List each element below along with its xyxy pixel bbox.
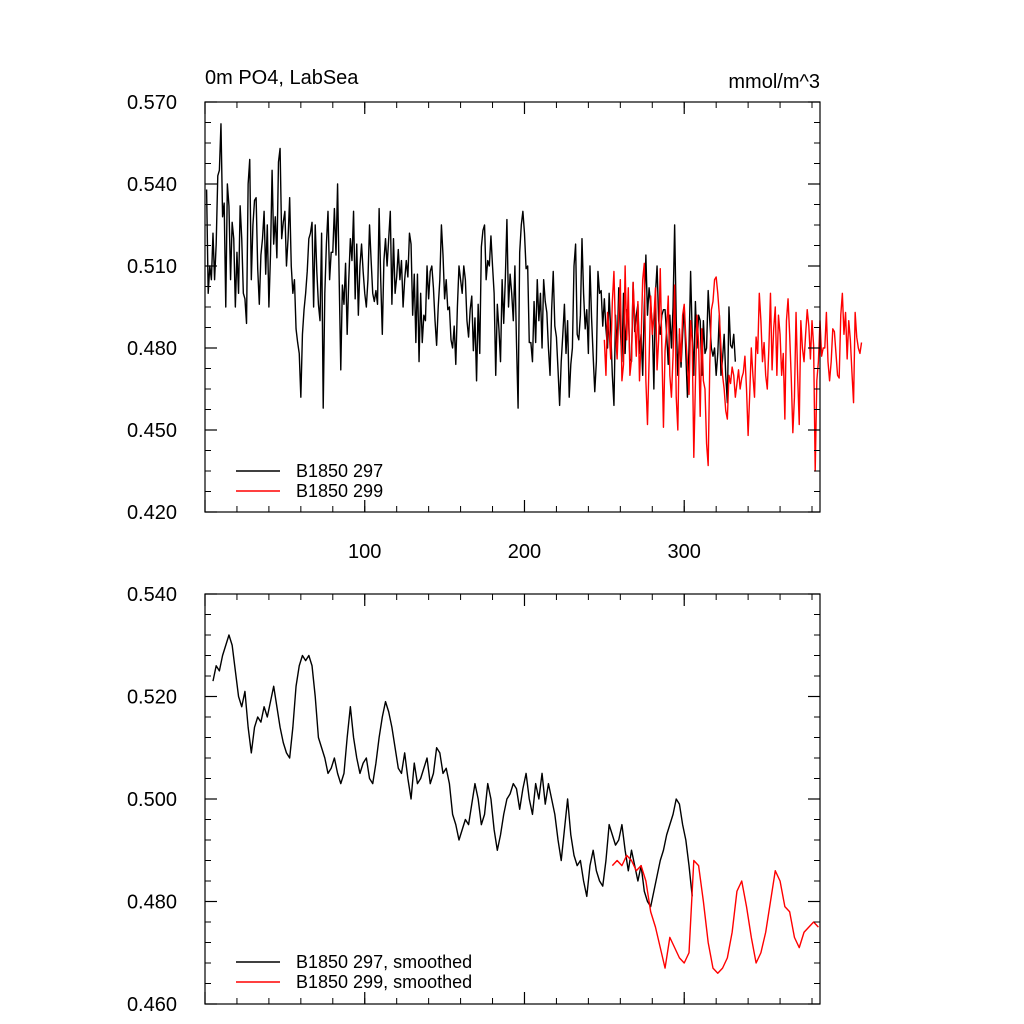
bottom-legend: B1850 297, smoothed B1850 299, smoothed (236, 952, 472, 992)
y-tick-label: 0.420 (127, 502, 177, 524)
bottom-chart-panel: 0.540 0.520 0.500 0.480 0.460 B1850 297, smo… (127, 584, 821, 1016)
chart-title: 0m PO4, LabSea (205, 67, 359, 89)
legend-label-b1850-297-smoothed: B1850 297, smoothed (296, 952, 472, 972)
top-axis-ticks: 0.570 0.540 0.510 0.480 0.450 0.420 100 200 300 (127, 92, 820, 563)
series-line-1 (212, 634, 693, 908)
y-tick-label: 0.540 (127, 584, 177, 606)
bottom-axis-ticks: 0.540 0.520 0.500 0.480 0.460 (127, 584, 820, 1016)
x-tick-label: 100 (348, 541, 381, 563)
y-tick-label: 0.520 (127, 687, 177, 709)
y-tick-label: 0.480 (127, 338, 177, 360)
y-tick-label: 0.570 (127, 92, 177, 114)
legend-label-b1850-299-smoothed: B1850 299, smoothed (296, 972, 472, 992)
top-chart-panel: 0m PO4, LabSea mmol/m^3 0.5700.5400.5100… (127, 67, 863, 563)
y-tick-label: 0.450 (127, 420, 177, 442)
top-series-lines (205, 123, 863, 472)
chart-units-label: mmol/m^3 (728, 71, 820, 93)
series-line-2 (611, 854, 819, 974)
x-tick-label: 300 (668, 541, 701, 563)
bottom-series-lines (212, 634, 819, 974)
top-legend: B1850 297 B1850 299 (236, 461, 383, 501)
y-tick-label: 0.460 (127, 994, 177, 1016)
y-tick-label: 0.480 (127, 892, 177, 914)
series-line-2 (603, 262, 863, 472)
series-line-1 (205, 123, 737, 409)
y-tick-label: 0.540 (127, 174, 177, 196)
x-tick-label: 200 (508, 541, 541, 563)
y-tick-label: 0.510 (127, 256, 177, 278)
legend-label-b1850-297: B1850 297 (296, 461, 383, 481)
legend-label-b1850-299: B1850 299 (296, 481, 383, 501)
y-tick-label: 0.500 (127, 789, 177, 811)
bottom-plot-frame (204, 593, 821, 1005)
